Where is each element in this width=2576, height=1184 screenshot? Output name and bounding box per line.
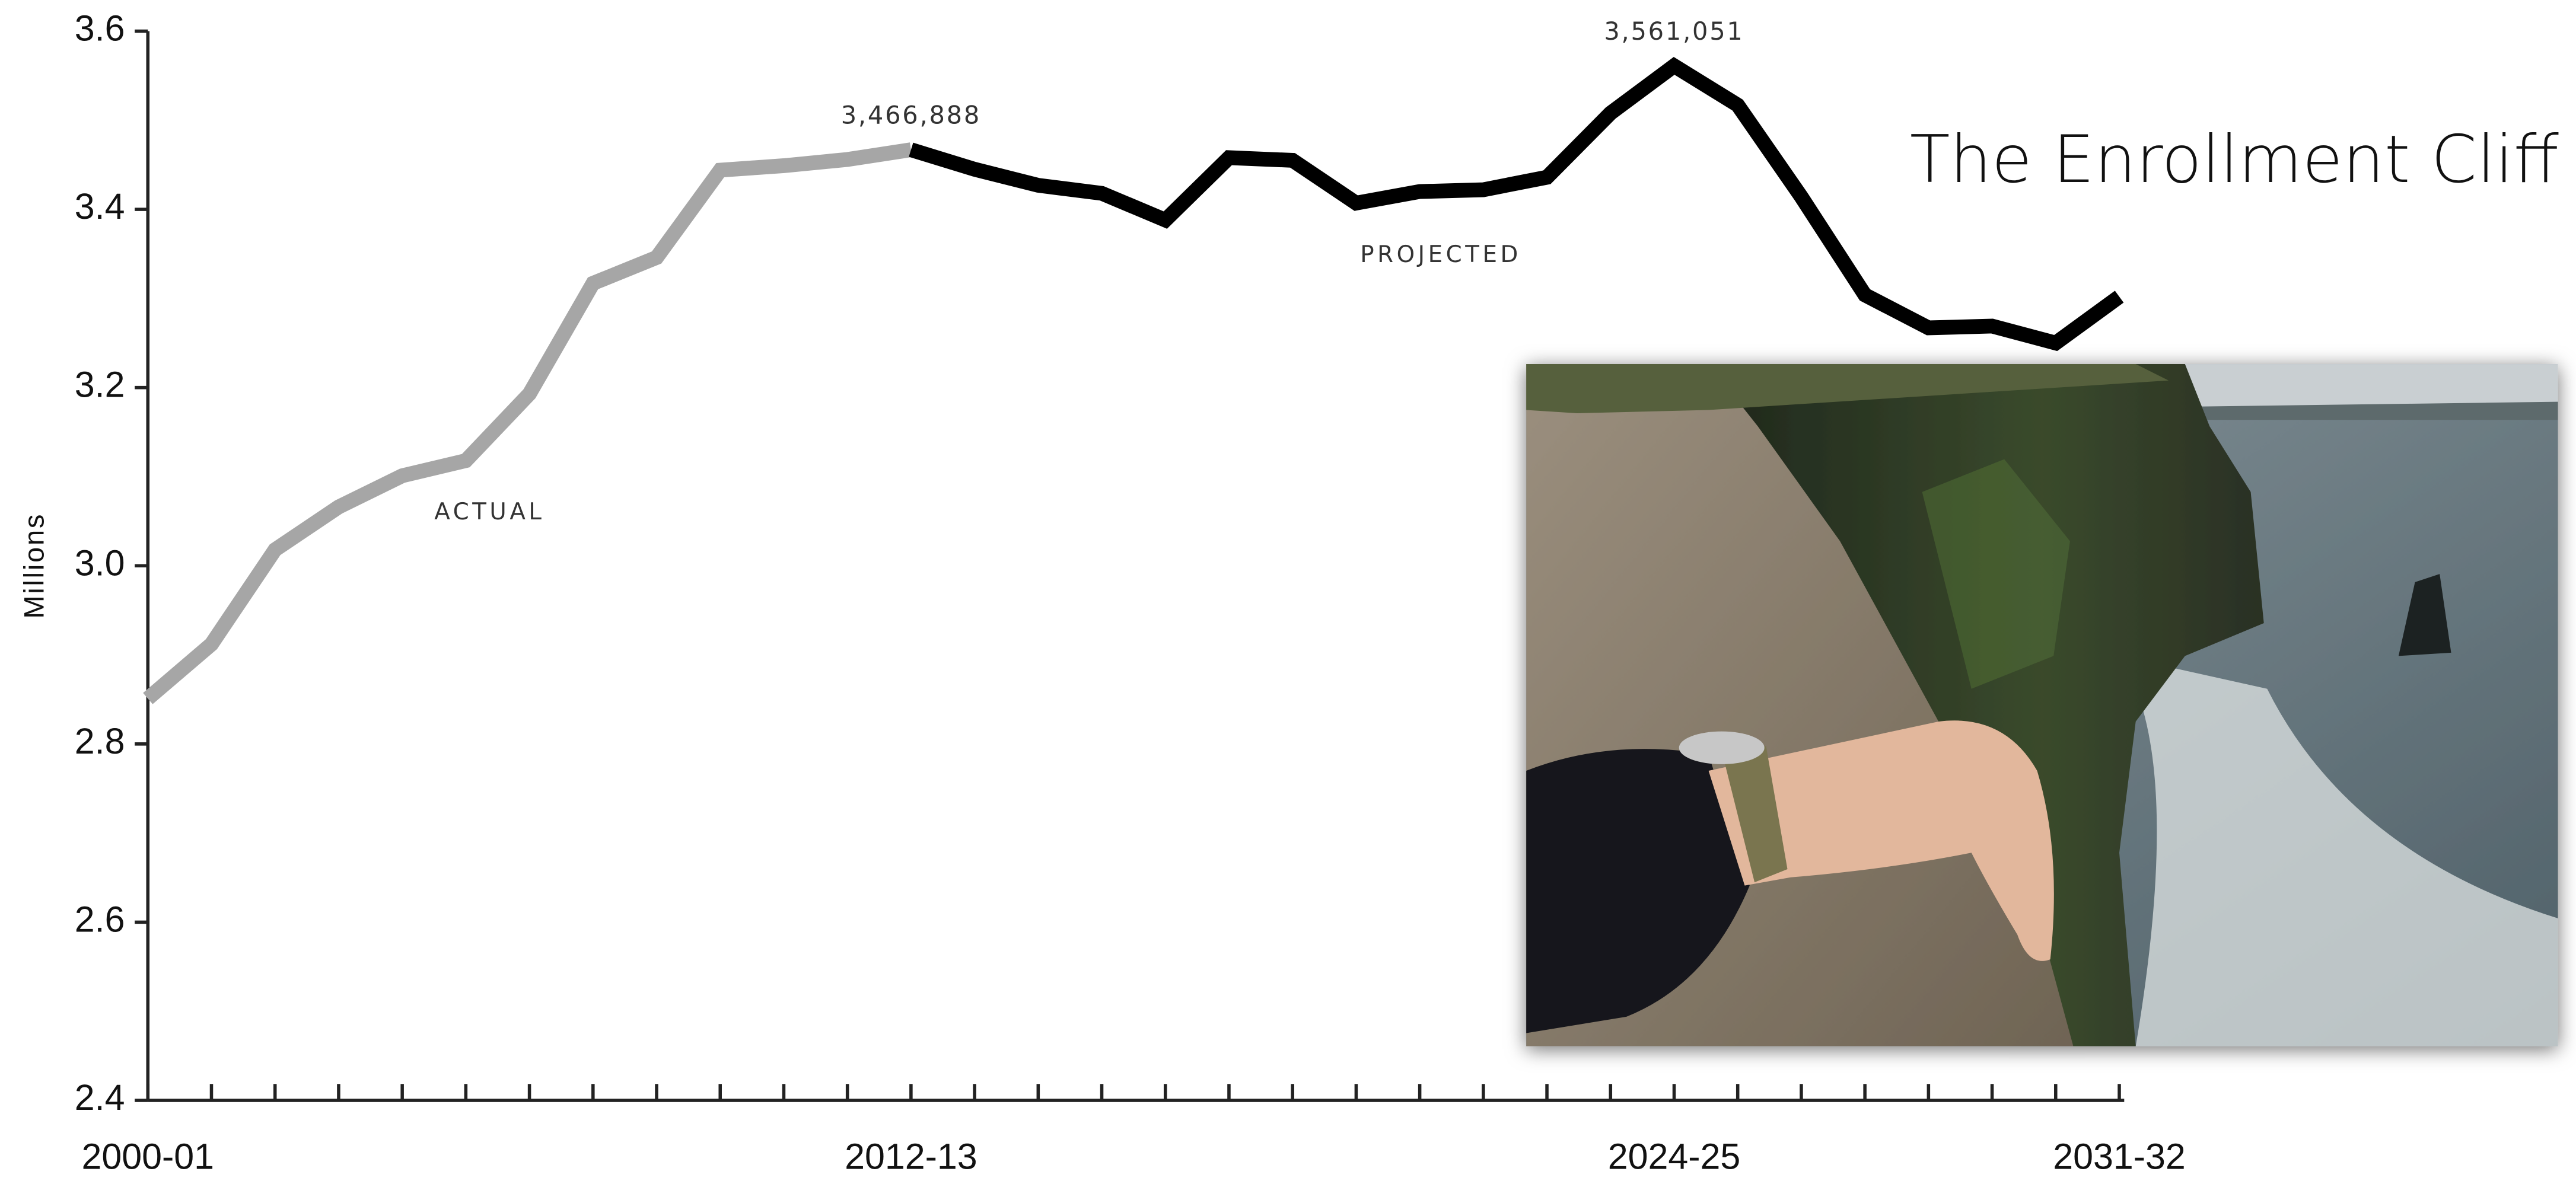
y-axis-label: Millions [18,513,49,619]
x-tick-label: 2012-13 [845,1137,977,1177]
y-tick-label: 3.0 [75,542,125,583]
chart-title: The Enrollment Cliff [1910,122,2559,198]
series-line [909,57,2124,352]
x-tick-label: 2024-25 [1608,1137,1741,1177]
series-annotation: PROJECTED [1360,241,1521,268]
y-tick-label: 3.6 [75,8,125,49]
y-tick-label: 2.8 [75,721,125,761]
cliff-photo [1526,364,2558,1046]
value-label: 3,466,888 [841,100,981,129]
series-line [143,142,912,704]
value-label: 3,561,051 [1604,17,1744,46]
x-tick-label: 2000-01 [81,1137,214,1177]
y-tick-label: 2.6 [75,899,125,939]
x-tick-label: 2031-32 [2053,1137,2186,1177]
y-tick-label: 2.4 [75,1077,125,1118]
y-tick-label: 3.2 [75,365,125,405]
series-annotation: ACTUAL [434,499,545,525]
y-tick-label: 3.4 [75,186,125,226]
